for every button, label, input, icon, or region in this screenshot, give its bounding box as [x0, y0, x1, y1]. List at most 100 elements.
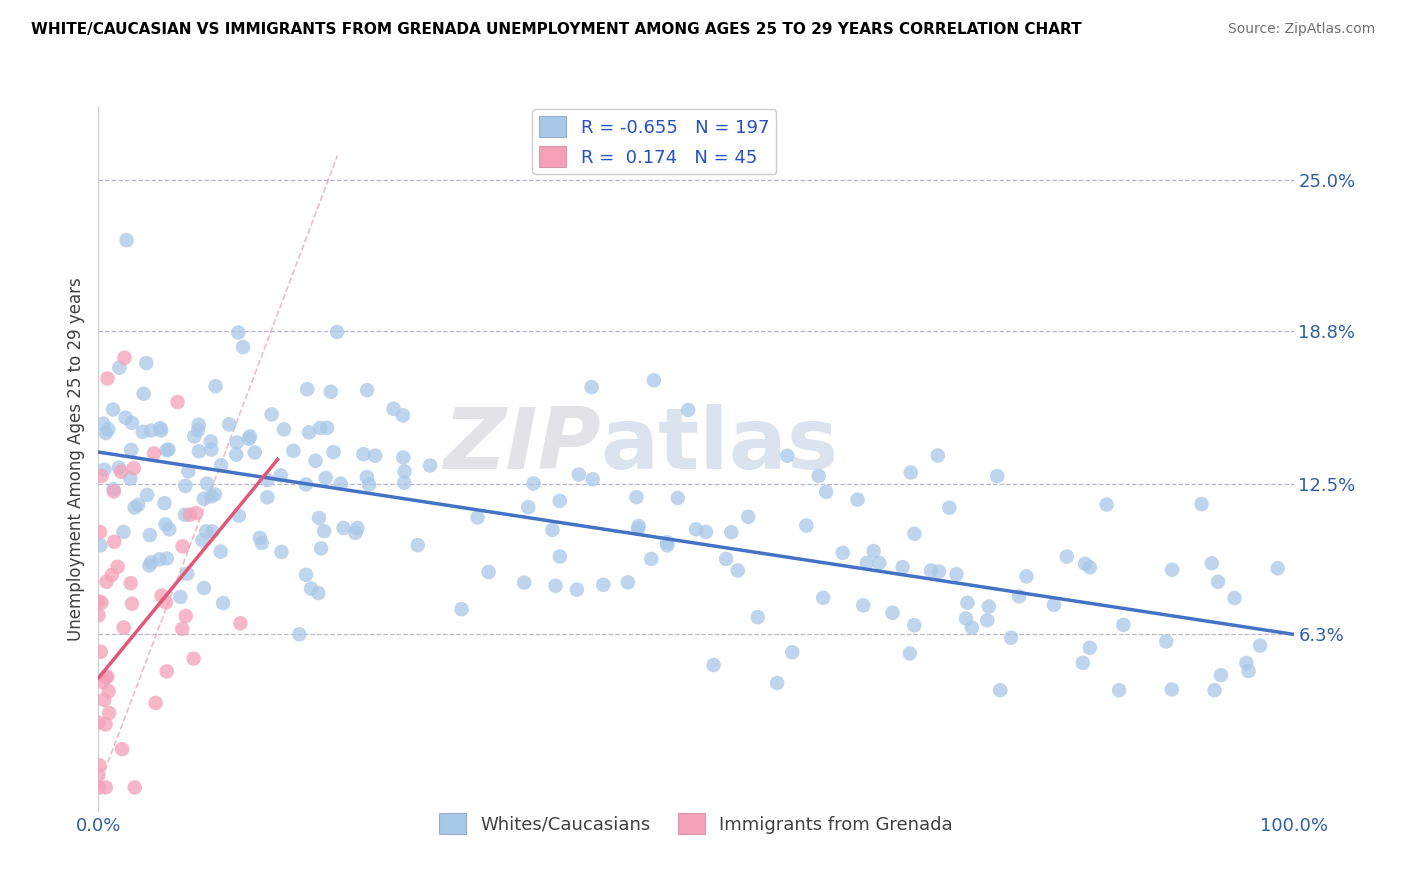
Point	[112, 524, 135, 539]
Point	[150, 589, 173, 603]
Point	[96, 670, 118, 684]
Point	[256, 473, 278, 487]
Point	[121, 597, 143, 611]
Point	[91, 675, 114, 690]
Point	[640, 552, 662, 566]
Point	[97, 684, 120, 698]
Point	[89, 758, 111, 772]
Point	[364, 449, 387, 463]
Point	[319, 384, 342, 399]
Legend: Whites/Caucasians, Immigrants from Grenada: Whites/Caucasians, Immigrants from Grena…	[432, 806, 960, 841]
Point	[308, 511, 330, 525]
Point	[655, 535, 678, 549]
Point	[239, 429, 262, 443]
Point	[179, 508, 201, 522]
Point	[1209, 668, 1232, 682]
Point	[1201, 556, 1223, 570]
Point	[120, 576, 142, 591]
Point	[1078, 640, 1101, 655]
Point	[87, 608, 110, 623]
Text: ZIP: ZIP	[443, 404, 600, 487]
Point	[187, 417, 209, 432]
Point	[153, 496, 176, 510]
Point	[225, 448, 247, 462]
Point	[270, 545, 292, 559]
Point	[90, 645, 112, 659]
Point	[309, 541, 332, 556]
Point	[103, 534, 125, 549]
Point	[326, 325, 349, 339]
Point	[250, 536, 273, 550]
Point	[131, 425, 153, 439]
Point	[155, 517, 177, 532]
Point	[1078, 560, 1101, 574]
Point	[87, 768, 110, 782]
Point	[176, 566, 198, 581]
Point	[225, 435, 247, 450]
Point	[138, 558, 160, 573]
Text: Source: ZipAtlas.com: Source: ZipAtlas.com	[1227, 22, 1375, 37]
Point	[344, 525, 367, 540]
Point	[200, 434, 222, 449]
Point	[346, 521, 368, 535]
Point	[136, 488, 159, 502]
Point	[316, 421, 339, 435]
Point	[352, 447, 374, 461]
Point	[811, 591, 834, 605]
Point	[100, 568, 122, 582]
Point	[676, 403, 699, 417]
Point	[139, 424, 162, 438]
Point	[329, 476, 352, 491]
Point	[1191, 497, 1213, 511]
Point	[955, 611, 977, 625]
Point	[517, 500, 540, 515]
Point	[172, 622, 194, 636]
Point	[212, 596, 235, 610]
Point	[568, 467, 591, 482]
Point	[87, 715, 110, 730]
Point	[141, 555, 163, 569]
Point	[193, 491, 215, 506]
Point	[478, 565, 501, 579]
Point	[891, 560, 914, 574]
Point	[115, 233, 138, 247]
Point	[382, 401, 405, 416]
Point	[394, 465, 416, 479]
Point	[243, 445, 266, 459]
Point	[297, 382, 319, 396]
Point	[782, 645, 804, 659]
Point	[1234, 656, 1257, 670]
Point	[1000, 631, 1022, 645]
Point	[986, 469, 1008, 483]
Point	[766, 676, 789, 690]
Point	[273, 422, 295, 436]
Point	[356, 383, 378, 397]
Point	[304, 454, 326, 468]
Point	[121, 416, 143, 430]
Point	[406, 538, 429, 552]
Point	[882, 606, 904, 620]
Point	[93, 693, 115, 707]
Point	[187, 444, 209, 458]
Point	[1237, 664, 1260, 678]
Point	[315, 471, 337, 485]
Point	[122, 461, 145, 475]
Point	[541, 523, 564, 537]
Point	[101, 402, 124, 417]
Point	[232, 340, 254, 354]
Point	[920, 564, 942, 578]
Point	[226, 326, 249, 340]
Point	[938, 500, 960, 515]
Point	[898, 647, 921, 661]
Point	[392, 450, 415, 465]
Point	[111, 742, 134, 756]
Point	[1074, 557, 1097, 571]
Point	[565, 582, 588, 597]
Point	[626, 490, 648, 504]
Point	[1108, 683, 1130, 698]
Point	[157, 442, 180, 457]
Point	[166, 395, 188, 409]
Point	[815, 484, 838, 499]
Point	[548, 549, 571, 564]
Point	[94, 780, 117, 795]
